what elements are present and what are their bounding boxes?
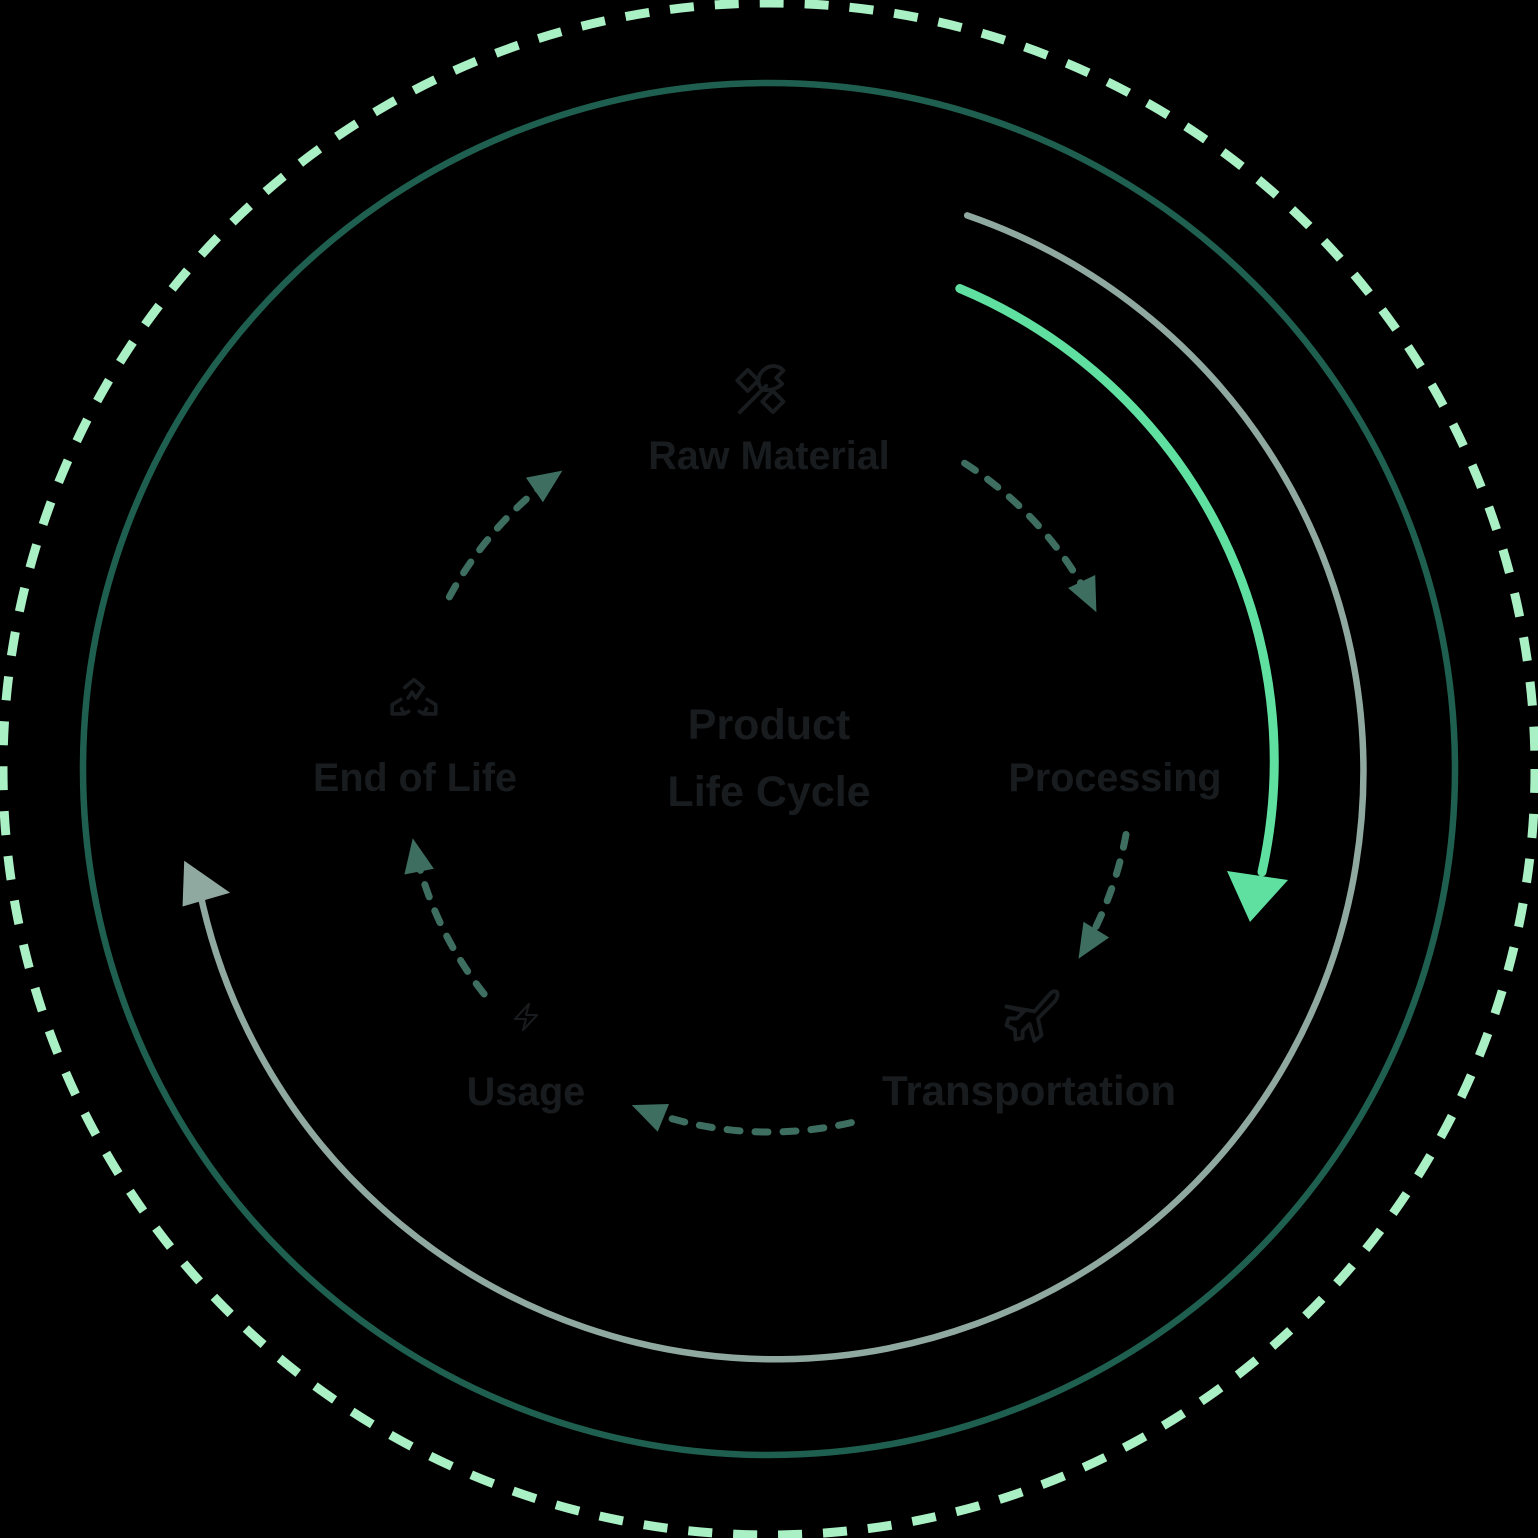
- svg-text:Life Cycle: Life Cycle: [667, 768, 870, 816]
- svg-text:Processing: Processing: [1009, 756, 1222, 800]
- svg-text:Product: Product: [688, 701, 850, 749]
- svg-text:Transportation: Transportation: [882, 1067, 1176, 1114]
- svg-text:Usage: Usage: [467, 1070, 586, 1114]
- svg-text:Raw Material: Raw Material: [648, 434, 889, 478]
- svg-text:End of Life: End of Life: [313, 756, 517, 800]
